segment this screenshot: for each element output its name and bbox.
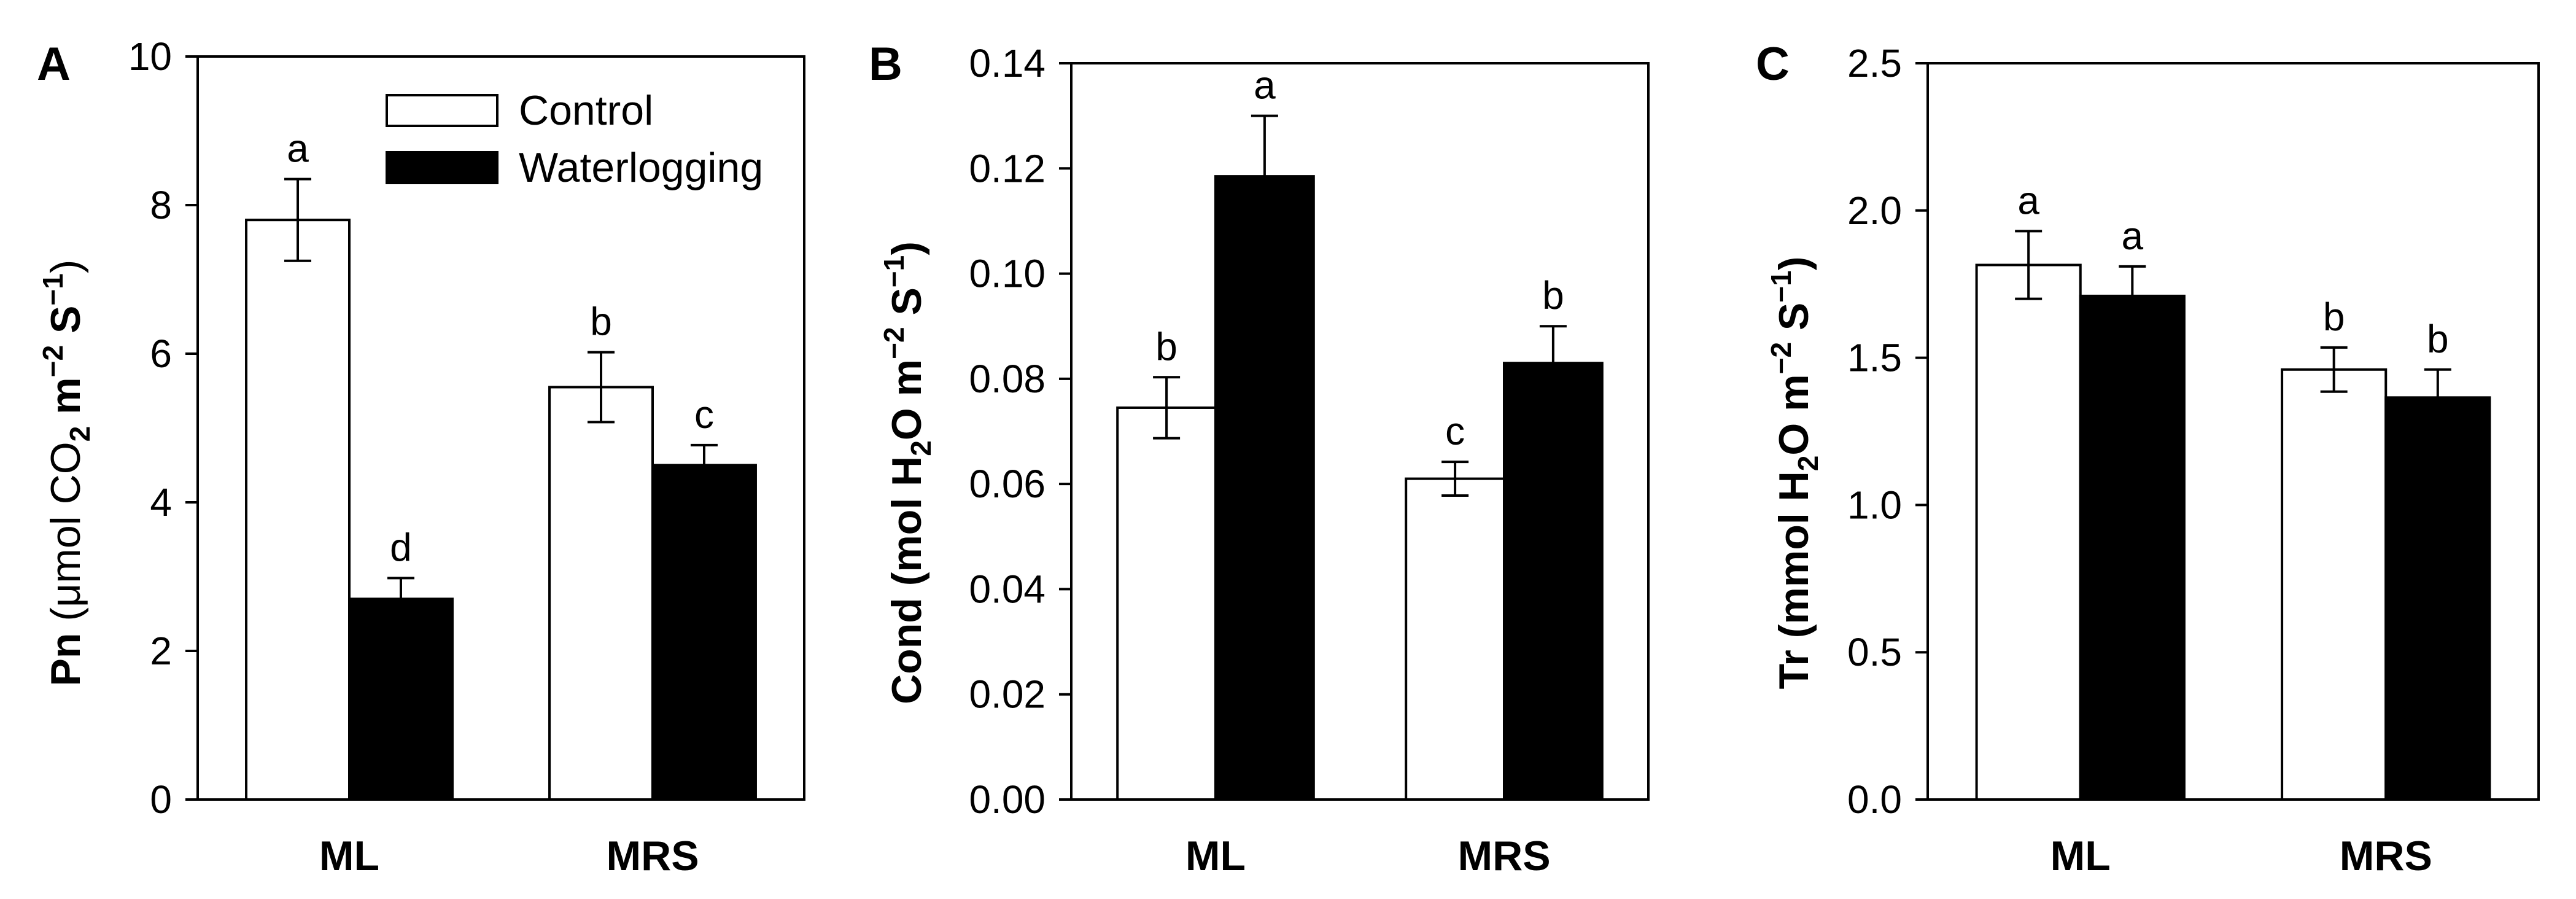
x-category-label-c: ML <box>2050 833 2111 879</box>
x-category-label-c: MRS <box>2340 833 2432 879</box>
y-tick-label-b: 0.08 <box>969 357 1046 401</box>
y-tick-label-a: 8 <box>150 183 172 227</box>
significance-letter-control-a: b <box>590 300 612 344</box>
panel-letter-a: A <box>37 38 71 90</box>
x-category-label-a: MRS <box>606 833 699 879</box>
bar-control-mrs-b <box>1405 477 1505 801</box>
bar-waterlogging-mrs-b <box>1503 362 1604 801</box>
y-tick-label-a: 0 <box>150 777 172 822</box>
legend-label-control: Control <box>519 87 653 134</box>
y-tick-label-b: 0.04 <box>969 567 1046 611</box>
panel-a: A Pn (μmol CO2 m−2 S−1) 0 2 4 6 8 10 ML a d MRS b c… <box>37 34 805 879</box>
significance-letter-waterlogging-c: b <box>2427 317 2449 361</box>
significance-letter-control-c: b <box>2323 295 2345 339</box>
plot-frame-c <box>1926 62 2540 801</box>
y-tick-label-c: 2.0 <box>1847 189 1902 233</box>
y-tick-label-c: 0.5 <box>1847 630 1902 674</box>
plot-area-b: 0.00 0.02 0.04 0.06 0.08 0.10 0.12 0.14 ML b a MRS c… <box>969 41 1650 879</box>
bar-waterlogging-mrs-a <box>651 464 757 801</box>
panel-letter-b: B <box>869 38 902 90</box>
significance-letter-waterlogging-b: b <box>1542 273 1564 317</box>
significance-letter-waterlogging-a: c <box>694 392 714 437</box>
y-tick-label-a: 6 <box>150 332 172 376</box>
y-tick-label-c: 0.0 <box>1847 777 1902 822</box>
plot-area-c: 0.0 0.5 1.0 1.5 2.0 2.5 ML a a MRS b b <box>1847 41 2540 879</box>
bar-control-ml-b <box>1116 406 1217 801</box>
y-tick-label-c: 2.5 <box>1847 41 1902 85</box>
significance-letter-control-c: a <box>2017 178 2039 222</box>
legend: Control Waterlogging <box>386 87 763 191</box>
significance-letter-waterlogging-a: d <box>390 525 412 569</box>
panel-letter-c: C <box>1756 38 1790 90</box>
y-tick-label-b: 0.12 <box>969 146 1046 190</box>
significance-letter-control-a: a <box>287 126 309 171</box>
y-axis-label-a: Pn (μmol CO2 m−2 S−1) <box>37 260 96 687</box>
y-tick-label-c: 1.5 <box>1847 336 1902 380</box>
legend-label-waterlogging: Waterlogging <box>519 144 763 191</box>
significance-letter-control-b: b <box>1155 324 1177 368</box>
bar-waterlogging-ml-a <box>348 597 454 801</box>
y-tick-label-b: 0.10 <box>969 252 1046 296</box>
y-axis-label-b: Cond (mol H2O m−2 S−1) <box>878 241 937 704</box>
bar-waterlogging-ml-c <box>2079 294 2186 801</box>
plot-area-a: 0 2 4 6 8 10 ML a d MRS b c <box>128 34 805 879</box>
significance-letter-control-b: c <box>1445 409 1465 453</box>
panel-c: C Tr (mmol H2O m−2 S−1) 0.0 0.5 1.0 1.5 2.0 2… <box>1756 38 2540 879</box>
y-tick-label-c: 1.0 <box>1847 483 1902 527</box>
significance-letter-waterlogging-c: a <box>2122 214 2144 258</box>
bar-waterlogging-ml-b <box>1214 175 1315 801</box>
bar-control-ml-a <box>245 219 351 801</box>
bar-waterlogging-mrs-c <box>2384 396 2491 801</box>
legend-swatch-waterlogging <box>386 151 499 184</box>
y-tick-label-b: 0.00 <box>969 777 1046 822</box>
y-tick-label-b: 0.06 <box>969 462 1046 506</box>
plot-frame-b <box>1070 62 1650 801</box>
y-tick-label-a: 4 <box>150 480 172 524</box>
significance-letter-waterlogging-b: a <box>1254 63 1276 107</box>
x-category-label-b: MRS <box>1457 833 1550 879</box>
y-tick-label-a: 10 <box>128 34 172 79</box>
y-tick-label-b: 0.02 <box>969 672 1046 717</box>
x-category-label-b: ML <box>1185 833 1246 879</box>
y-tick-label-b: 0.14 <box>969 41 1046 85</box>
y-tick-label-a: 2 <box>150 629 172 673</box>
bar-control-mrs-c <box>2281 368 2388 801</box>
bar-control-mrs-a <box>548 386 654 801</box>
plot-frame-a <box>196 55 805 801</box>
bar-control-ml-c <box>1975 263 2082 801</box>
legend-swatch-control <box>386 94 499 127</box>
y-axis-label-c: Tr (mmol H2O m−2 S−1) <box>1765 257 1824 690</box>
x-category-label-a: ML <box>319 833 379 879</box>
panel-b: B Cond (mol H2O m−2 S−1) 0.000.020.040.0… <box>869 38 1650 879</box>
